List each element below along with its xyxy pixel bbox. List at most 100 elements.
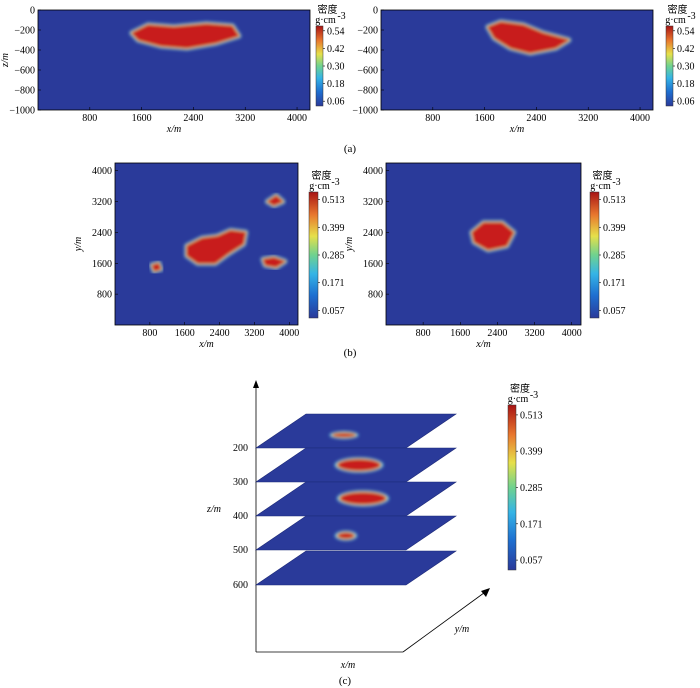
y-tick-label: 800 <box>97 290 112 301</box>
anomaly-1 <box>265 193 286 208</box>
x-tick-label: 4000 <box>279 328 299 339</box>
colorbar-tick-label: 0.54 <box>677 26 695 37</box>
colorbar-tick-label: 0.399 <box>322 223 345 234</box>
anomaly-core <box>487 21 570 54</box>
y-tick-label: 3200 <box>363 197 383 208</box>
plot-frame <box>385 162 582 326</box>
colorbar-title: 密度 <box>510 382 530 395</box>
colorbar-b-left: 0.513 0.399 0.285 0.171 0.057 密度g·cm -3 <box>308 169 345 319</box>
y-tick-label: 1600 <box>92 259 112 270</box>
y-tick-label: −1000 <box>352 106 378 117</box>
x-tick-label: 3200 <box>578 113 598 124</box>
z-tick-label: 600 <box>233 580 248 591</box>
x-tick-label: 800 <box>82 113 97 124</box>
anomaly-core <box>186 230 247 264</box>
colorbar-tick-label: 0.42 <box>677 44 695 55</box>
x-tick-label: 800 <box>416 328 431 339</box>
colorbar-gradient <box>315 25 324 107</box>
x-tick-label: 3200 <box>244 328 264 339</box>
anomaly-core <box>131 23 240 49</box>
slice-anomaly <box>336 490 390 507</box>
x-tick-label: 1600 <box>175 328 195 339</box>
y-tick-label: −1000 <box>9 106 35 117</box>
colorbar-tick-label: 0.06 <box>327 97 345 108</box>
colorbar-tick-label: 0.399 <box>520 447 543 458</box>
caption-b: (b) <box>344 347 357 359</box>
z-tick-label: 300 <box>233 477 248 488</box>
colorbar-unit-sup: -3 <box>337 11 345 22</box>
colorbar-tick-label: 0.18 <box>677 79 695 90</box>
x-tick-label: 2400 <box>487 328 507 339</box>
colorbar-unit: g·cm <box>590 181 611 192</box>
plot-frame <box>37 9 311 111</box>
colorbar-tick-label: 0.171 <box>322 278 345 289</box>
x-tick-label: 2400 <box>526 113 546 124</box>
y-axis-line <box>402 589 489 653</box>
y-tick-label: −400 <box>357 46 378 57</box>
x-tick-label: 3200 <box>235 113 255 124</box>
anomaly-0 <box>129 21 242 51</box>
colorbar-c-stack: 0.513 0.399 0.285 0.171 0.057 密度g·cm -3 <box>508 382 543 571</box>
x-tick-label: 3200 <box>525 328 545 339</box>
y-tick-label: −600 <box>357 66 378 77</box>
colorbar-tick-label: 0.513 <box>322 195 345 206</box>
y-axis-label: y/m <box>73 237 84 252</box>
colorbar-title: 密度 <box>668 3 688 16</box>
anomaly-core <box>332 433 356 438</box>
anomaly-core <box>337 459 381 471</box>
colorbar-tick-label: 0.18 <box>327 79 345 90</box>
colorbar-tick-label: 0.513 <box>603 195 626 206</box>
y-tick-label: 4000 <box>363 166 383 177</box>
slice-anomaly <box>329 431 359 440</box>
x-axis-label: x/m <box>509 124 524 135</box>
colorbar-gradient <box>308 191 319 319</box>
colorbar-unit-sup: -3 <box>687 11 695 22</box>
slice-4: 600 <box>233 550 457 591</box>
y-tick-label: −200 <box>14 26 35 37</box>
y-tick-label: 0 <box>30 6 35 17</box>
z-tick-label: 400 <box>233 511 248 522</box>
colorbar-tick-label: 0.057 <box>603 306 626 317</box>
anomaly-core <box>267 195 284 206</box>
colorbar-tick-label: 0.057 <box>322 306 345 317</box>
y-tick-label: −800 <box>357 86 378 97</box>
colorbar-title: 密度 <box>318 3 338 16</box>
colorbar-tick-label: 0.54 <box>327 26 345 37</box>
colorbar-tick-label: 0.057 <box>520 556 543 567</box>
anomaly-3 <box>149 260 164 274</box>
colorbar-tick-label: 0.171 <box>603 278 626 289</box>
panel-b-left: 800 1600 2400 3200 4000 4000 3200 2400 1600 800 x/… <box>73 162 299 350</box>
anomaly-0 <box>184 228 249 266</box>
anomaly-core <box>339 492 387 505</box>
anomaly-core <box>471 222 515 251</box>
x-tick-label: 800 <box>142 328 157 339</box>
x-tick-label: 2400 <box>183 113 203 124</box>
slice-plane <box>255 550 457 586</box>
colorbar-title: 密度 <box>593 169 613 182</box>
z-axis-label: z/m <box>206 504 221 515</box>
y-axis-arrow <box>481 588 490 597</box>
colorbar-unit: g·cm <box>508 394 529 405</box>
panel-a-left: 800 1600 2400 3200 4000 0 −200 −400 −600 −800 −100… <box>0 6 311 135</box>
colorbar-unit: g·cm <box>309 181 330 192</box>
y-tick-label: −200 <box>357 26 378 37</box>
panel-c-stack: x/m y/m z/m 200 300 400 500 600 <box>206 380 490 671</box>
colorbar-b-right: 0.513 0.399 0.285 0.171 0.057 密度g·cm -3 <box>589 169 626 319</box>
slice-anomaly <box>334 457 384 473</box>
x-axis-label: x/m <box>475 339 490 350</box>
y-tick-label: −800 <box>14 86 35 97</box>
colorbar-tick-label: 0.06 <box>677 97 695 108</box>
x-axis-label: x/m <box>198 339 213 350</box>
colorbar-title: 密度 <box>312 169 332 182</box>
x-axis-label: x/m <box>340 660 355 671</box>
slice-3: 500 <box>233 515 457 556</box>
y-tick-label: 1600 <box>363 259 383 270</box>
y-tick-label: 800 <box>368 290 383 301</box>
colorbar-unit-sup: -3 <box>612 177 620 188</box>
colorbar-tick-label: 0.171 <box>520 519 543 530</box>
colorbar-tick-label: 0.513 <box>520 410 543 421</box>
y-tick-label: 2400 <box>363 228 383 239</box>
x-tick-label: 1600 <box>450 328 470 339</box>
slice-plane <box>255 413 457 449</box>
